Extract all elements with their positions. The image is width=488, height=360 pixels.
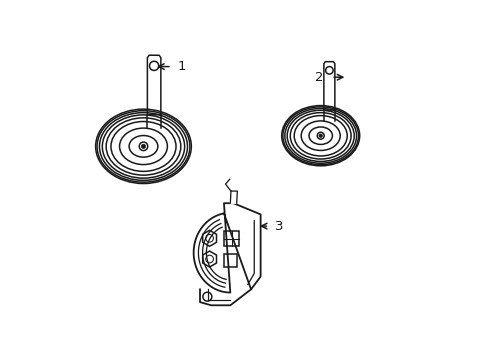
Circle shape (318, 134, 322, 138)
Text: 3: 3 (274, 220, 283, 233)
Bar (224, 231, 239, 246)
Circle shape (141, 144, 145, 148)
Text: 2: 2 (315, 71, 323, 84)
Text: 1: 1 (177, 60, 185, 73)
Polygon shape (230, 191, 237, 203)
Bar (224, 254, 236, 267)
